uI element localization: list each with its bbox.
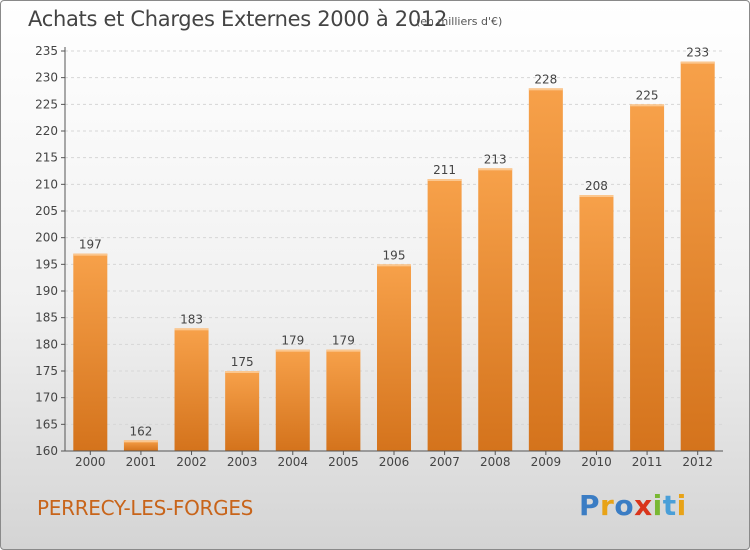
bar-highlight-2012 bbox=[680, 61, 715, 64]
data-label-2001: 162 bbox=[129, 424, 152, 438]
data-label-2005: 179 bbox=[332, 334, 355, 348]
bar-2000 bbox=[73, 253, 108, 451]
y-tick-label: 200 bbox=[35, 231, 58, 245]
data-label-2007: 211 bbox=[433, 163, 456, 177]
data-label-2010: 208 bbox=[585, 179, 608, 193]
bar-2001 bbox=[123, 440, 158, 451]
y-tick-label: 180 bbox=[35, 337, 58, 351]
data-label-2002: 183 bbox=[180, 312, 203, 326]
x-tick-label: 2005 bbox=[328, 455, 359, 469]
bar-highlight-2009 bbox=[528, 88, 563, 91]
y-tick-label: 220 bbox=[35, 124, 58, 138]
bar-highlight-2000 bbox=[73, 253, 108, 256]
bar-highlight-2006 bbox=[377, 264, 411, 267]
logo-letter: x bbox=[634, 489, 653, 522]
logo-letter: i bbox=[676, 489, 687, 522]
bar-2008 bbox=[478, 168, 513, 452]
x-tick-label: 2012 bbox=[682, 455, 713, 469]
bar-2003 bbox=[225, 371, 260, 451]
bar-highlight-2004 bbox=[275, 349, 310, 352]
y-tick-label: 215 bbox=[35, 151, 58, 165]
x-tick-label: 2004 bbox=[277, 455, 308, 469]
data-label-2003: 175 bbox=[231, 355, 254, 369]
x-tick-label: 2001 bbox=[126, 455, 157, 469]
y-tick-label: 170 bbox=[35, 391, 58, 405]
chart-subtitle: (en milliers d'€) bbox=[416, 15, 503, 28]
bar-highlight-2002 bbox=[174, 328, 209, 331]
bar-2009 bbox=[528, 88, 563, 451]
logo-letter: P bbox=[579, 489, 601, 522]
x-tick-label: 2011 bbox=[632, 455, 663, 469]
bar-2007 bbox=[427, 179, 462, 451]
data-label-2011: 225 bbox=[636, 88, 659, 102]
logo-letter: o bbox=[614, 489, 635, 522]
bars: 197 162 183 175 179 179 195 211 213 228 208 225 233 bbox=[73, 46, 715, 452]
bar-2004 bbox=[275, 349, 310, 451]
data-label-2004: 179 bbox=[281, 334, 304, 348]
bar-2002 bbox=[174, 328, 209, 451]
x-tick-label: 2002 bbox=[176, 455, 207, 469]
y-tick-label: 235 bbox=[35, 44, 58, 58]
data-label-2008: 213 bbox=[484, 152, 507, 166]
data-label-2009: 228 bbox=[534, 72, 557, 86]
x-tick-label: 2007 bbox=[429, 455, 460, 469]
city-name: PERRECY-LES-FORGES bbox=[37, 496, 254, 520]
x-tick-label: 2000 bbox=[75, 455, 106, 469]
bar-highlight-2005 bbox=[326, 349, 361, 352]
bar-2005 bbox=[326, 349, 361, 451]
bar-2006 bbox=[377, 264, 411, 451]
x-tick-label: 2008 bbox=[480, 455, 511, 469]
x-tick-label: 2003 bbox=[227, 455, 258, 469]
y-tick-label: 160 bbox=[35, 444, 58, 458]
bar-2011 bbox=[630, 104, 665, 451]
bar-highlight-2001 bbox=[123, 440, 158, 443]
y-tick-label: 205 bbox=[35, 204, 58, 218]
data-label-2012: 233 bbox=[686, 46, 709, 60]
logo-letter: r bbox=[600, 489, 615, 522]
y-tick-label: 190 bbox=[35, 284, 58, 298]
y-tick-label: 225 bbox=[35, 97, 58, 111]
bar-highlight-2007 bbox=[427, 179, 462, 181]
bar-highlight-2003 bbox=[225, 371, 260, 373]
logo-letter: t bbox=[662, 489, 677, 522]
bar-highlight-2010 bbox=[579, 195, 614, 197]
y-tick-label: 195 bbox=[35, 257, 58, 271]
y-tick-label: 175 bbox=[35, 364, 58, 378]
chart-title: Achats et Charges Externes 2000 à 2012 bbox=[28, 7, 448, 31]
logo-letter: i bbox=[652, 489, 663, 522]
y-tick-label: 165 bbox=[35, 417, 58, 431]
x-tick-label: 2009 bbox=[531, 455, 562, 469]
data-label-2000: 197 bbox=[79, 238, 102, 252]
axes: 160 165 170 175 180 185 190 195 200 205 210 215 220 2… bbox=[35, 44, 723, 469]
y-tick-label: 210 bbox=[35, 177, 58, 191]
bar-highlight-2011 bbox=[630, 104, 665, 107]
proxiti-logo[interactable]: Proxiti bbox=[579, 489, 687, 522]
y-tick-label: 230 bbox=[35, 71, 58, 85]
bar-2010 bbox=[579, 195, 614, 451]
y-tick-label: 185 bbox=[35, 311, 58, 325]
x-tick-label: 2010 bbox=[581, 455, 612, 469]
bar-highlight-2008 bbox=[478, 168, 513, 171]
bar-2012 bbox=[680, 61, 715, 452]
data-label-2006: 195 bbox=[383, 248, 406, 262]
x-tick-label: 2006 bbox=[379, 455, 410, 469]
